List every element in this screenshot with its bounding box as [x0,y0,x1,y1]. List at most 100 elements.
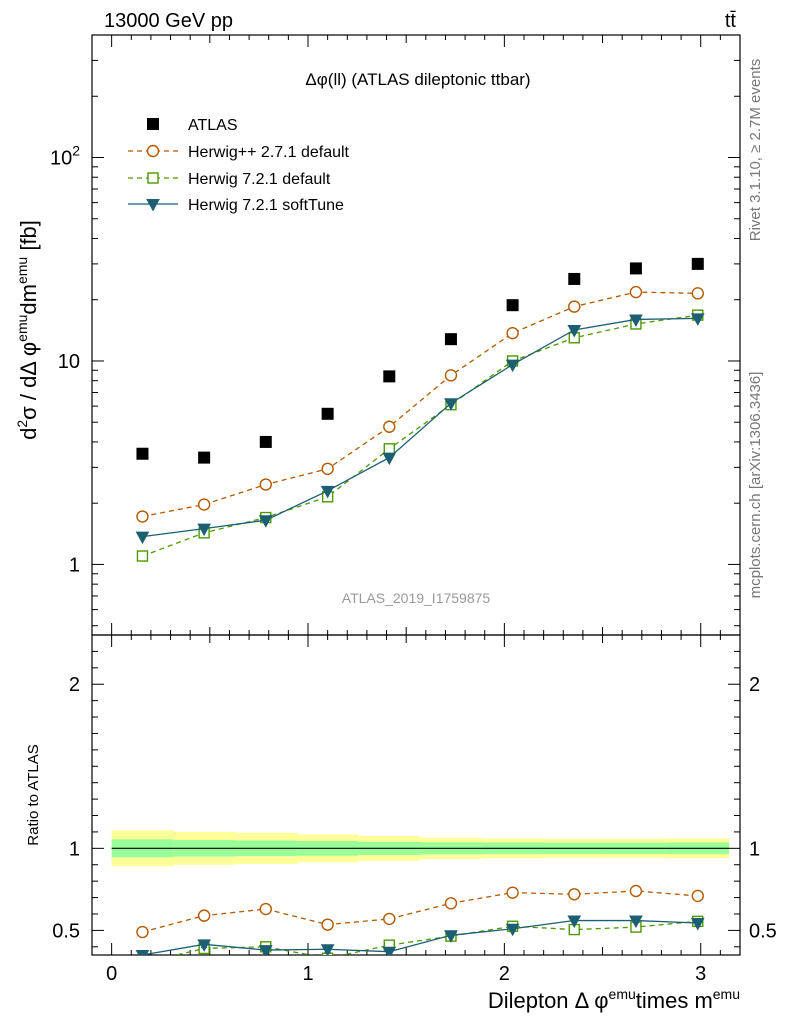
data-point [505,359,520,373]
data-point [690,313,705,326]
energy-label: 13000 GeV pp [104,10,233,32]
data-point [258,515,273,528]
ratio-point [382,946,397,955]
data-point [320,485,335,499]
y-tick-label-ratio-right: 1 [749,838,760,860]
y-label-part: dm [16,284,41,315]
ratio-point [136,925,149,939]
y-axis-label-main: d2σ / dΔ φemudmemu [fb] [14,220,41,440]
y-tick-label-ratio-right: 2 [749,674,760,696]
x-tick-label: 3 [695,963,706,985]
data-point [383,370,396,383]
data-point [629,314,643,327]
data-point [197,523,211,537]
y-label-sup: emu [14,257,30,284]
legend-marker [146,199,160,212]
y-label-sup: 2 [14,420,30,428]
y-tick-label-ratio-left: 0.5 [52,920,80,942]
series-line [142,291,698,518]
ratio-point [568,888,581,901]
ratio-point [444,897,458,910]
legend-label: Herwig 7.2.1 softTune [188,197,344,214]
series-line [142,317,698,538]
data-point [691,257,704,270]
x-tick-label: 2 [499,963,510,985]
data-point [629,285,643,299]
ratio-point [197,939,211,952]
data-point [383,420,396,433]
data-point [444,333,457,346]
ratio-point [629,915,643,929]
legend-label: Herwig++ 2.7.1 default [188,144,350,161]
ratio-frame [91,634,741,956]
main-series-group [135,257,705,562]
y-tick-label-main: 1 [69,554,80,576]
ratio-point [320,944,335,955]
y-tick-label-ratio-right: 0.5 [749,920,777,942]
y-tick-label-ratio-left: 1 [69,838,80,860]
data-point [383,443,395,455]
data-point [629,262,642,275]
data-point [321,462,334,476]
legend-marker [146,144,160,158]
x-label-sup: emu [609,986,636,1002]
ratio-series-group [135,884,705,968]
x-tick-label: 0 [106,963,117,985]
x-axis-label: Dilepton Δ φemutimes memu [488,986,740,1013]
ratio-point [197,909,211,922]
data-point [136,510,149,523]
ratio-point [259,902,272,916]
data-point [135,531,150,545]
legend-marker [147,118,159,130]
rivet-version-text: Rivet 3.1.10, ≥ 2.7M events [747,59,764,242]
y-label-part: d [16,428,41,440]
chart-title: Δφ(ll) (ATLAS dileptonic ttbar) [305,70,530,89]
ratio-point [690,918,705,931]
ratio-point [505,923,520,937]
data-point [506,326,519,340]
data-point [321,407,334,420]
mcplots-credit-text: mcplots.cern.ch [arXiv:1306.3436] [747,372,764,599]
y-label-part: σ / dΔ φ [16,342,41,420]
ratio-line [142,919,698,955]
data-point [506,299,519,312]
data-point [198,451,211,464]
analysis-watermark: ATLAS_2019_I1759875 [342,590,491,606]
y-label-sup: emu [14,315,30,342]
ratio-point [383,912,396,926]
series-line [142,314,698,557]
data-point [444,369,458,382]
process-label: tt̄ [725,10,737,32]
ratio-point [506,886,519,899]
y-tick-label-main: 102 [50,143,80,170]
y-tick-label-main: 10 [58,351,80,373]
x-label-part: Dilepton Δ φ [488,988,609,1013]
y-tick-label-sup: 2 [72,143,80,159]
data-point [197,498,211,511]
data-point [691,287,704,300]
y-tick-label-base: 10 [58,351,80,373]
data-point [444,398,458,411]
ratio-line [173,920,698,955]
legend-label: Herwig 7.2.1 default [188,171,331,188]
data-point [136,447,149,460]
ratio-point [135,950,150,955]
data-point [259,478,272,491]
data-point [567,324,582,338]
ratio-point [691,889,704,903]
y-axis-label-ratio: Ratio to ATLAS [25,744,42,845]
y-label-part: [fb] [16,220,41,257]
y-tick-label-base: 10 [50,148,72,170]
data-point [136,550,149,562]
ratio-point [321,918,334,931]
y-tick-label-ratio-left: 2 [69,674,80,696]
ratio-point [137,958,147,968]
y-tick-label-base: 1 [69,554,80,576]
ratio-line [142,890,698,933]
data-point [382,452,397,466]
ratio-point [444,930,458,943]
ratio-point [258,945,273,955]
data-point [568,300,581,313]
